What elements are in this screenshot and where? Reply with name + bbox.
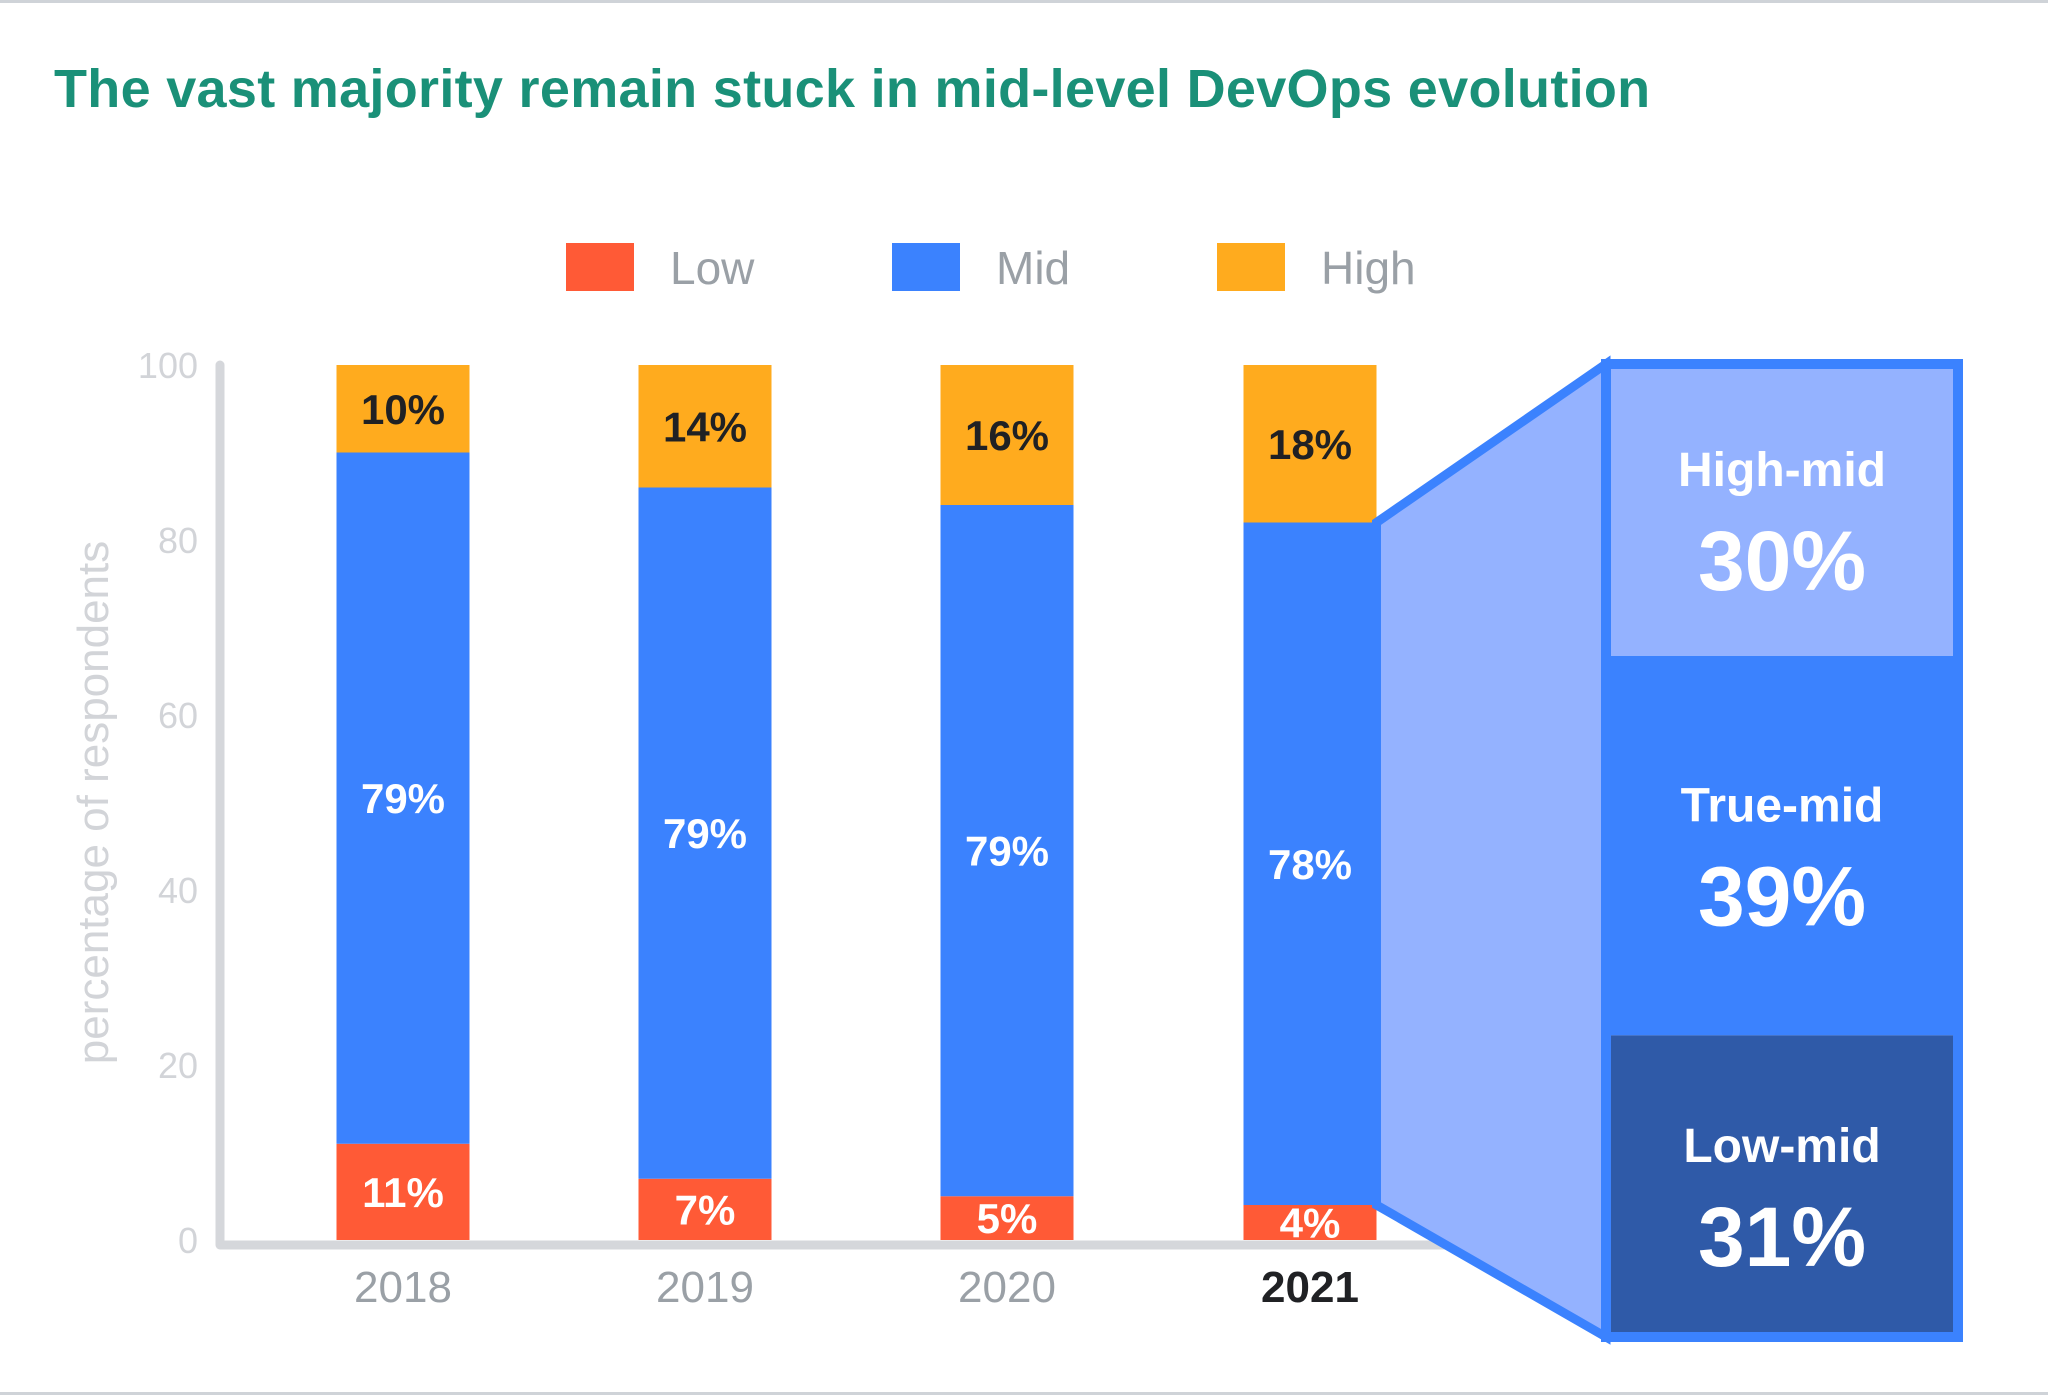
breakdown-value-low-mid: 31% <box>1698 1190 1866 1284</box>
legend-swatch-low <box>566 243 634 291</box>
y-tick-label: 80 <box>158 520 198 561</box>
bar-2019-mid <box>638 487 772 1179</box>
bar-label-2020-low: 5% <box>977 1195 1038 1242</box>
bar-2018-low <box>336 1143 470 1240</box>
bar-label-2020-high: 16% <box>965 412 1049 459</box>
bar-label-2019-high: 14% <box>663 403 747 450</box>
bar-2018-mid <box>336 452 470 1144</box>
breakdown-name-true-mid: True-mid <box>1681 780 1884 833</box>
breakdown-name-high-mid: High-mid <box>1678 444 1886 497</box>
bar-label-2018-high: 10% <box>361 386 445 433</box>
chart-title: The vast majority remain stuck in mid-le… <box>54 59 1651 119</box>
bar-2021-low <box>1243 1205 1377 1240</box>
bottom-divider <box>0 1392 2048 1395</box>
bar-2018-high <box>336 365 470 453</box>
y-axis-label: percentage of respondents <box>69 541 118 1065</box>
breakdown-value-true-mid: 39% <box>1698 850 1866 944</box>
y-tick-label: 0 <box>178 1220 198 1261</box>
bar-2019-low <box>638 1178 772 1240</box>
breakdown-name-low-mid: Low-mid <box>1683 1120 1880 1173</box>
bar-2021-high <box>1243 365 1377 523</box>
bar-2019-high <box>638 365 772 488</box>
bar-2020-mid <box>940 505 1074 1197</box>
bar-label-2021-mid: 78% <box>1268 841 1352 888</box>
bar-label-2021-high: 18% <box>1268 421 1352 468</box>
breakdown-segment-high-mid <box>1606 364 1958 656</box>
bar-2021-mid <box>1243 522 1377 1205</box>
breakdown-connector <box>1372 355 1611 1345</box>
x-tick-label-2019: 2019 <box>656 1263 754 1312</box>
bar-2020-high <box>940 365 1074 505</box>
bar-label-2021-low: 4% <box>1280 1200 1341 1247</box>
breakdown-panel-border <box>1601 359 1963 1342</box>
top-divider <box>0 0 2048 3</box>
y-tick-label: 60 <box>158 695 198 736</box>
bar-label-2019-mid: 79% <box>663 810 747 857</box>
y-tick-label: 20 <box>158 1045 198 1086</box>
bar-label-2018-mid: 79% <box>361 775 445 822</box>
breakdown-segment-low-mid <box>1606 1035 1958 1337</box>
legend-swatch-mid <box>892 243 960 291</box>
x-tick-label-2021: 2021 <box>1261 1263 1359 1312</box>
legend-swatch-high <box>1217 243 1285 291</box>
legend-label-high: High <box>1321 242 1416 294</box>
breakdown-segment-true-mid <box>1606 655 1958 1036</box>
bar-label-2020-mid: 79% <box>965 828 1049 875</box>
legend-label-mid: Mid <box>996 242 1070 294</box>
x-tick-label-2018: 2018 <box>354 1263 452 1312</box>
x-tick-label-2020: 2020 <box>958 1263 1056 1312</box>
bar-2020-low <box>940 1196 1074 1240</box>
legend-label-low: Low <box>670 242 755 294</box>
bar-label-2018-low: 11% <box>362 1169 444 1216</box>
breakdown-value-high-mid: 30% <box>1698 514 1866 608</box>
y-tick-label: 100 <box>138 345 198 386</box>
y-tick-label: 40 <box>158 870 198 911</box>
bar-label-2019-low: 7% <box>675 1186 736 1233</box>
